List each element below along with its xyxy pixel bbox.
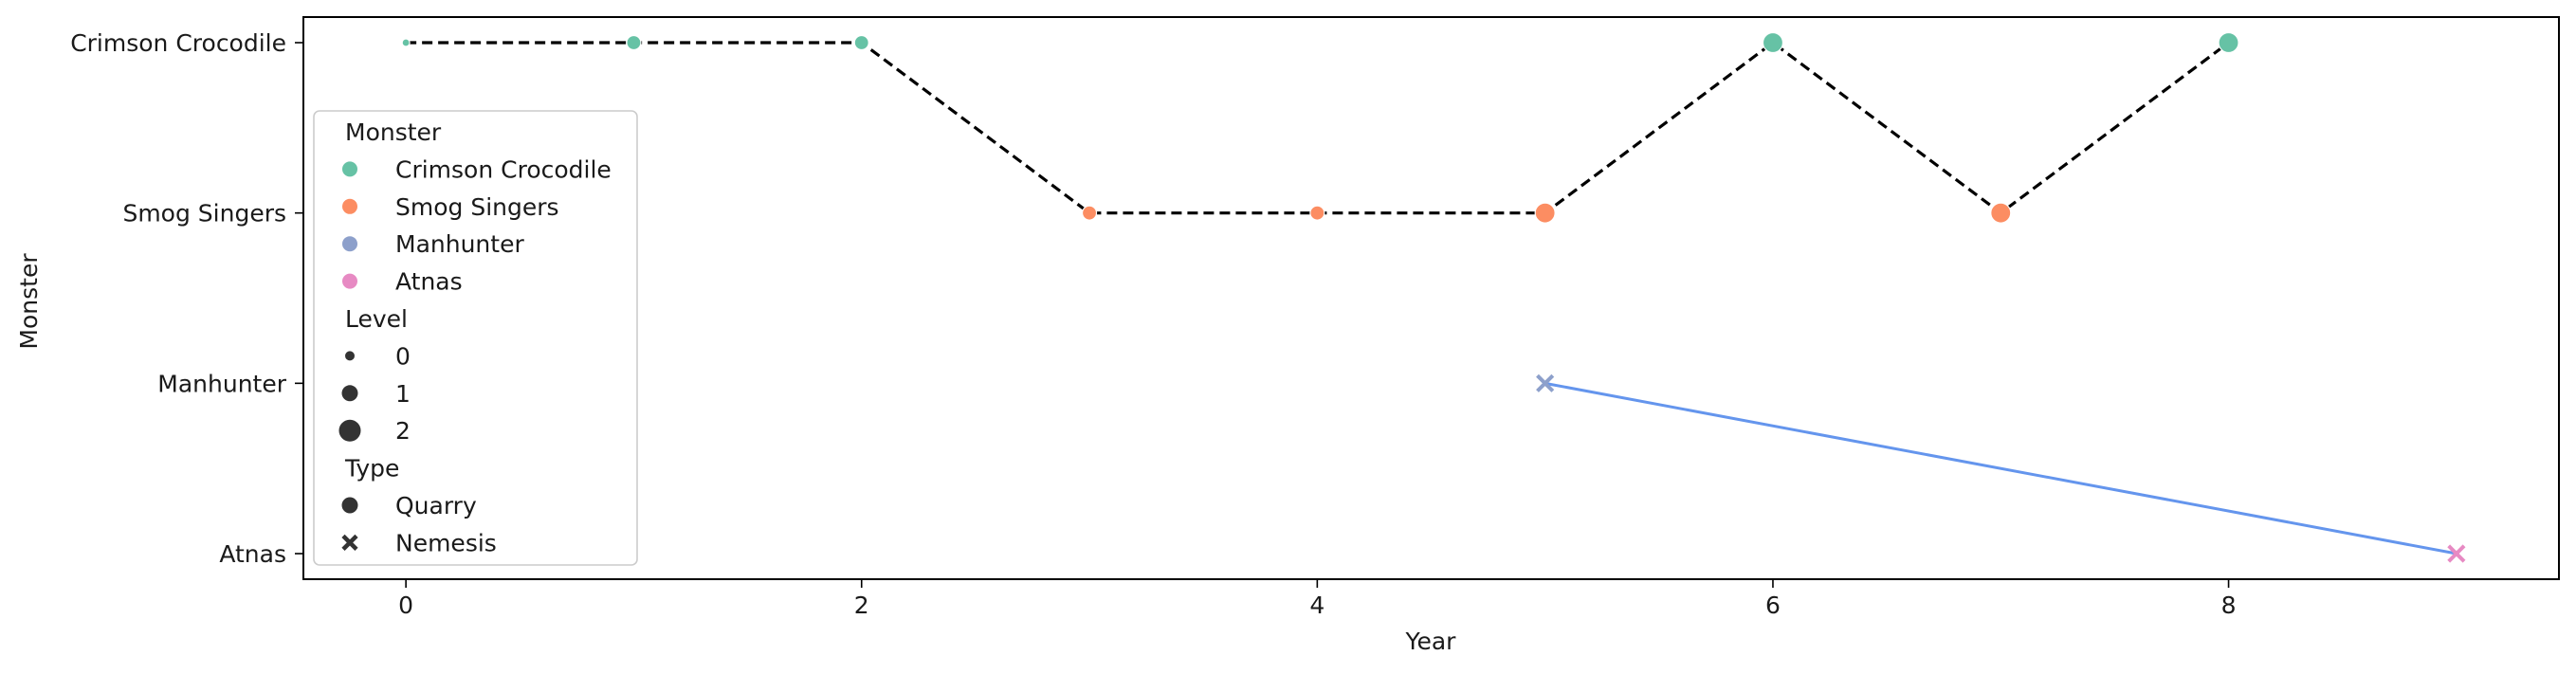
legend-title-monster: Monster xyxy=(345,118,442,146)
legend: Monster Crimson Crocodile Smog Singers Manh… xyxy=(313,110,638,566)
series-lines xyxy=(406,41,2457,556)
data-point-manhunter-year-5 xyxy=(1536,373,1555,392)
data-point-crimson-crocodile-year-6 xyxy=(1762,31,1784,54)
legend-label-type-quarry: Quarry xyxy=(395,492,477,519)
series-line-1-dashed xyxy=(406,41,2230,215)
data-point-smog-singers-year-3 xyxy=(1081,205,1098,221)
legend-marker-type-quarry xyxy=(341,497,358,514)
x-tick-label-8: 8 xyxy=(2221,592,2237,619)
legend-title-level: Level xyxy=(345,305,408,333)
legend-marker-level-1 xyxy=(341,385,358,402)
series-line-2-solid xyxy=(1544,381,2457,556)
legend-marker-monster-atnas xyxy=(342,273,357,289)
data-point-smog-singers-year-4 xyxy=(1309,205,1325,221)
plot-frame xyxy=(302,16,2560,580)
legend-title-type: Type xyxy=(344,455,399,483)
data-point-atnas-year-9-stroke-b xyxy=(2447,544,2466,563)
legend-label-level-0: 0 xyxy=(395,342,411,370)
legend-label-monster-crimson-crocodile: Crimson Crocodile xyxy=(395,155,612,183)
legend-label-level-2: 2 xyxy=(395,417,411,445)
legend-marker-type-nemesis-stroke-b xyxy=(341,534,358,551)
legend-label-monster-manhunter: Manhunter xyxy=(395,230,524,258)
legend-marker-level-0 xyxy=(345,351,355,361)
y-tick-label-atnas: Atnas xyxy=(219,540,286,568)
y-axis-label: Monster xyxy=(15,253,43,350)
legend-label-monster-smog-singers: Smog Singers xyxy=(395,193,559,221)
x-tick-label-4: 4 xyxy=(1309,592,1325,619)
x-tick-label-2: 2 xyxy=(854,592,869,619)
y-axis: Crimson Crocodile Smog Singers Manhunter At… xyxy=(70,29,303,568)
y-tick-label-smog-singers: Smog Singers xyxy=(122,200,286,228)
x-tick-label-0: 0 xyxy=(398,592,413,619)
y-tick-label-manhunter: Manhunter xyxy=(157,370,286,397)
data-point-smog-singers-year-5 xyxy=(1534,202,1556,224)
data-point-manhunter-year-5-stroke-b xyxy=(1536,373,1555,392)
data-point-crimson-crocodile-year-2 xyxy=(853,34,869,51)
data-point-crimson-crocodile-year-0 xyxy=(401,38,411,47)
legend-marker-monster-manhunter xyxy=(342,236,357,252)
data-point-smog-singers-year-7 xyxy=(1990,202,2012,224)
legend-marker-monster-crimson-crocodile xyxy=(342,161,357,177)
y-tick-label-crimson-crocodile: Crimson Crocodile xyxy=(70,29,286,57)
legend-label-type-nemesis: Nemesis xyxy=(395,529,497,556)
x-tick-label-6: 6 xyxy=(1765,592,1781,619)
legend-label-level-1: 1 xyxy=(395,380,411,408)
legend-marker-type-nemesis xyxy=(341,534,358,551)
legend-frame xyxy=(313,110,638,566)
legend-marker-monster-smog-singers xyxy=(342,198,357,214)
data-point-atnas-year-9 xyxy=(2447,544,2466,563)
data-point-crimson-crocodile-year-1 xyxy=(626,34,642,51)
data-point-crimson-crocodile-year-8 xyxy=(2218,31,2239,54)
legend-marker-level-2 xyxy=(338,419,361,442)
x-axis-label: Year xyxy=(1405,628,1457,655)
data-points xyxy=(401,31,2466,563)
legend-label-monster-atnas: Atnas xyxy=(395,268,463,296)
x-axis: 0 2 4 6 8 xyxy=(398,579,2237,619)
